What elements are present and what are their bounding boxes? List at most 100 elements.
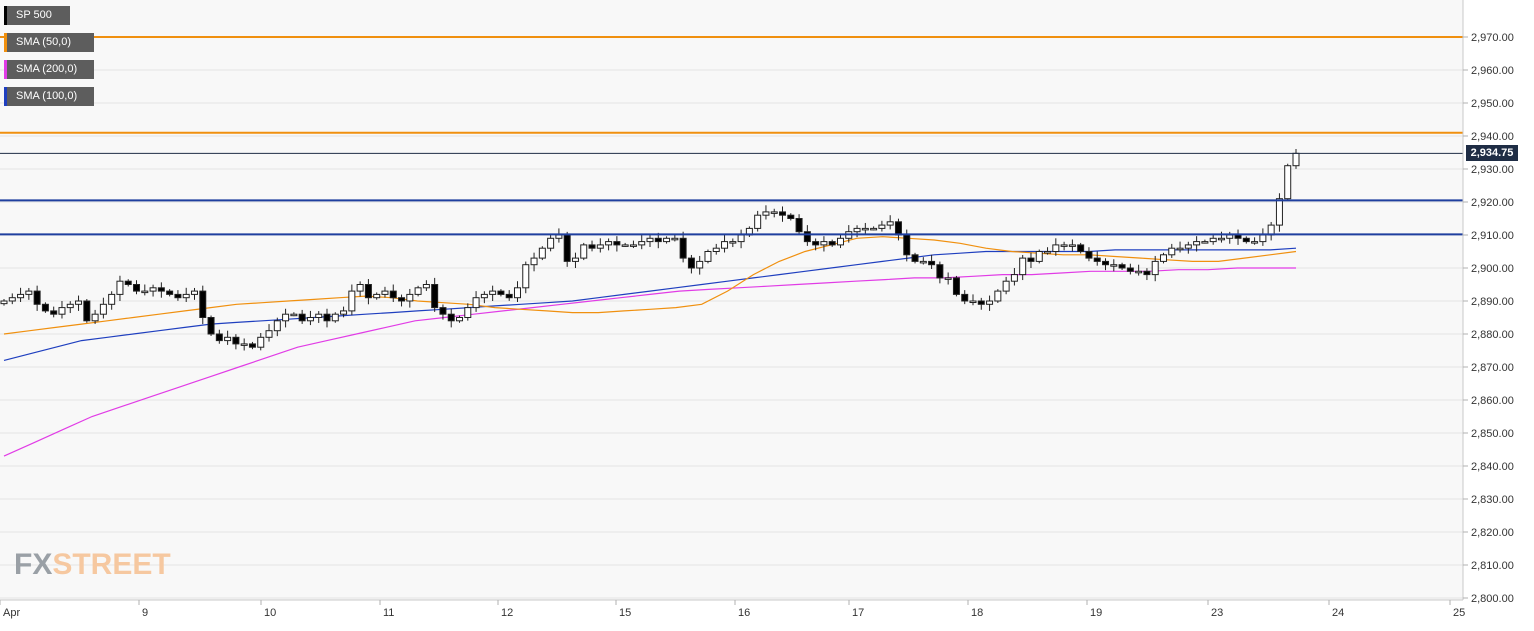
candle-body: [779, 211, 787, 216]
candle-body: [861, 227, 869, 231]
candle-body: [215, 333, 223, 342]
candle-body: [1275, 198, 1283, 226]
candle-body: [588, 244, 596, 249]
candle-body: [108, 293, 116, 305]
x-tick-label: 15: [619, 607, 631, 619]
candle-body: [936, 264, 944, 279]
legend-label: SMA (100,0): [16, 90, 78, 102]
candle-body: [414, 287, 422, 295]
candle-body: [273, 320, 281, 332]
candle-body: [513, 287, 521, 299]
candle-body: [8, 297, 16, 302]
candle-body: [878, 224, 886, 229]
candle-body: [298, 313, 306, 322]
candles: [0, 149, 1300, 351]
candle-body: [331, 313, 339, 322]
y-tick-label: 2,810.00: [1471, 560, 1514, 572]
candle-body: [431, 284, 439, 309]
sma-50-line: [3, 236, 1297, 335]
candle-body: [687, 257, 695, 269]
y-tick-label: 2,960.00: [1471, 65, 1514, 77]
y-tick-label: 2,900.00: [1471, 263, 1514, 275]
candle-body: [248, 343, 256, 348]
candle-body: [820, 241, 828, 246]
candle-body: [1143, 270, 1151, 276]
x-tick-label: 11: [383, 607, 394, 619]
candle-body: [472, 297, 480, 309]
candle-body: [721, 241, 729, 249]
legend-sma-50[interactable]: SMA (50,0): [4, 33, 94, 52]
candle-body: [1226, 234, 1234, 239]
candle-body: [340, 310, 348, 315]
candle-body: [530, 257, 538, 266]
y-tick-label: 2,950.00: [1471, 98, 1514, 110]
candle-body: [944, 277, 952, 280]
candle-body: [315, 313, 323, 319]
candle-body: [1284, 165, 1292, 200]
candle-body: [787, 214, 795, 219]
x-tick-label: 24: [1332, 607, 1344, 619]
candle-body: [1044, 251, 1052, 254]
candle-body: [1193, 241, 1201, 246]
candle-body: [1019, 257, 1027, 276]
candle-body: [1201, 241, 1209, 244]
sma-200-line: [3, 267, 1296, 457]
candle-body: [166, 290, 174, 295]
candle-body: [75, 300, 83, 305]
candle-body: [654, 237, 662, 243]
candle-body: [563, 234, 571, 262]
candle-body: [1027, 257, 1035, 262]
y-tick-label: 2,890.00: [1471, 296, 1514, 308]
candle-body: [704, 251, 712, 262]
candle-body: [712, 247, 720, 252]
x-tick-label: 10: [264, 607, 276, 619]
candle-body: [994, 290, 1002, 302]
candle-body: [1259, 234, 1267, 243]
candle-body: [961, 293, 969, 302]
candle-body: [17, 293, 25, 299]
candle-body: [729, 241, 737, 244]
candle-body: [679, 237, 687, 259]
y-tick-label: 2,860.00: [1471, 395, 1514, 407]
candle-body: [1184, 244, 1192, 249]
candle-body: [389, 290, 397, 299]
candle-body: [1102, 260, 1110, 266]
candle-body: [1118, 264, 1126, 269]
candle-body: [497, 290, 505, 295]
candle-body: [356, 284, 364, 292]
candle-body: [224, 336, 232, 342]
fxstreet-logo: FXSTREET: [14, 548, 171, 582]
candle-body: [447, 313, 455, 322]
y-axis: 2,800.00 2,810.00 2,820.00 2,830.00 2,840.00…: [1463, 32, 1514, 605]
candle-body: [141, 290, 149, 294]
legend-sma-200[interactable]: SMA (200,0): [4, 60, 94, 79]
legend-sma-100[interactable]: SMA (100,0): [4, 87, 94, 106]
candle-body: [282, 313, 290, 322]
candle-body: [1151, 260, 1159, 276]
candle-body: [232, 336, 240, 345]
candle-body: [1242, 237, 1250, 243]
legend-swatch: [4, 60, 7, 79]
y-tick-label: 2,840.00: [1471, 461, 1514, 473]
candle-body: [348, 290, 356, 312]
candle-body: [1135, 270, 1143, 274]
candle-body: [41, 303, 49, 312]
candle-body: [803, 231, 811, 243]
candle-body: [505, 293, 513, 299]
candle-body: [1217, 237, 1225, 241]
logo-part-fx: FX: [14, 548, 53, 581]
candle-body: [538, 247, 546, 259]
candle-body: [456, 317, 464, 322]
legend-sp500[interactable]: SP 500: [4, 6, 70, 25]
candle-body: [795, 218, 803, 233]
candle-body: [257, 336, 265, 348]
candle-body: [828, 241, 836, 246]
y-tick-label: 2,870.00: [1471, 362, 1514, 374]
x-tick-label: 9: [142, 607, 148, 619]
candle-body: [66, 303, 74, 309]
candle-body: [306, 317, 314, 322]
candle-body: [1010, 274, 1018, 282]
candle-body: [986, 300, 994, 305]
